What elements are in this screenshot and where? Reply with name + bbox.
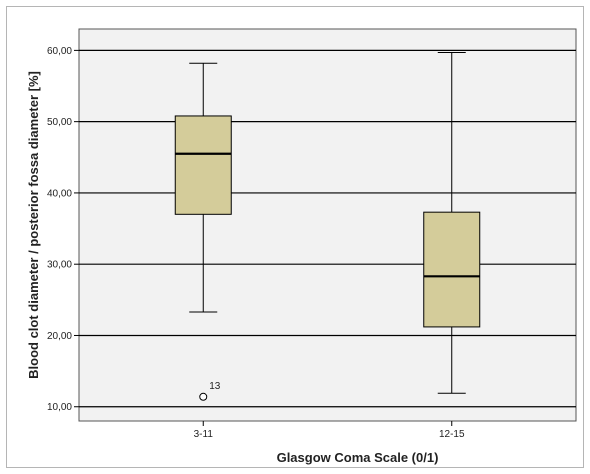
y-tick-label: 10,00 [47,402,72,413]
outlier-point [199,392,208,401]
y-tick-label: 20,00 [47,331,72,342]
x-tick-label: 12-15 [439,429,465,440]
y-axis-title: Blood clot diameter / posterior fossa di… [26,71,41,379]
iqr-box [174,115,232,215]
y-tick-label: 40,00 [47,188,72,199]
y-tick-label: 30,00 [47,260,72,271]
y-tick-label: 50,00 [47,117,72,128]
outlier-label: 13 [209,381,221,392]
plot-area [78,28,577,422]
y-tick-label: 60,00 [47,46,72,57]
x-tick-label: 3-11 [194,429,214,440]
iqr-box [423,211,481,328]
x-axis-title: Glasgow Coma Scale (0/1) [277,450,439,465]
